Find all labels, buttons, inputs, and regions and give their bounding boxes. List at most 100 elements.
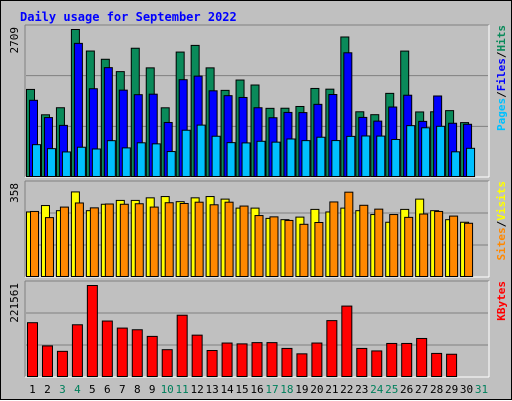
pages-bar xyxy=(181,129,191,177)
sites-bar xyxy=(284,219,294,277)
sites-bar xyxy=(44,217,54,278)
sites-bar xyxy=(389,214,399,278)
kbytes-bar xyxy=(191,334,203,377)
pages-bar xyxy=(301,140,311,177)
day-tick-label: 1 xyxy=(29,383,36,396)
kbytes-bar xyxy=(131,329,143,378)
kbytes-bar xyxy=(266,342,278,377)
pages-bar xyxy=(211,135,221,177)
sites-bar xyxy=(59,206,69,277)
day-tick-label: 24 xyxy=(370,383,384,396)
kbytes-bar xyxy=(161,349,173,378)
kbytes-bar xyxy=(146,335,158,378)
day-tick-label: 31 xyxy=(475,383,488,396)
sites-bar xyxy=(149,206,159,277)
sites-bar xyxy=(449,215,459,278)
panel-2-scale-label: 358 xyxy=(8,183,21,203)
sites-bar xyxy=(194,201,204,277)
kbytes-bar xyxy=(56,350,68,377)
kbytes-bar xyxy=(446,353,458,377)
pages-bar xyxy=(421,127,431,178)
legend-separator: / xyxy=(495,91,508,98)
kbytes-bar xyxy=(371,350,383,377)
kbytes-bar xyxy=(236,343,248,378)
pages-bar xyxy=(196,124,206,178)
day-tick-label: 14 xyxy=(220,383,234,396)
day-tick-label: 2 xyxy=(44,383,51,396)
kbytes-bar xyxy=(101,320,113,377)
sites-bar xyxy=(344,191,354,277)
day-tick-label: 17 xyxy=(265,383,278,396)
legend-hits: Hits xyxy=(495,25,508,52)
sites-bar xyxy=(464,222,474,277)
pages-bar xyxy=(391,138,401,177)
sites-bar xyxy=(134,203,144,277)
sites-bar xyxy=(374,208,384,277)
pages-bar xyxy=(256,140,266,178)
pages-bar xyxy=(151,143,161,177)
day-tick-label: 8 xyxy=(134,383,141,396)
day-tick-label: 20 xyxy=(310,383,323,396)
sites-bar xyxy=(239,205,249,277)
pages-bar xyxy=(376,135,386,177)
kbytes-bar xyxy=(341,305,353,378)
sites-bar xyxy=(209,204,219,277)
kbytes-bar xyxy=(71,324,83,377)
sites-bar xyxy=(269,216,279,278)
day-tick-label: 7 xyxy=(119,383,126,396)
kbytes-bar xyxy=(206,350,218,378)
sites-bar xyxy=(419,213,429,278)
pages-bar xyxy=(61,151,71,178)
pages-bar xyxy=(226,142,236,177)
legend-files: Files xyxy=(495,58,508,91)
pages-bar xyxy=(286,138,296,178)
sites-bar xyxy=(30,210,39,277)
pages-bar xyxy=(121,147,131,177)
legend-sites: Sites xyxy=(495,227,508,260)
day-tick-label: 5 xyxy=(89,383,96,396)
pages-bar xyxy=(241,142,251,177)
day-tick-label: 29 xyxy=(445,383,458,396)
day-tick-label: 10 xyxy=(161,383,174,396)
day-tick-label: 12 xyxy=(191,383,204,396)
day-tick-label: 27 xyxy=(415,383,428,396)
kbytes-bar xyxy=(326,320,338,377)
kbytes-bar xyxy=(221,342,233,378)
pages-bar xyxy=(136,142,146,177)
panel-1-scale-label: 2709 xyxy=(8,27,21,54)
legend-separator: / xyxy=(495,220,508,227)
sites-bar xyxy=(104,203,114,277)
pages-bar xyxy=(46,148,56,177)
pages-bar xyxy=(166,151,176,178)
panel-3-legend: KBytes xyxy=(495,281,508,321)
kbytes-bar xyxy=(176,314,188,377)
kbytes-bar xyxy=(27,322,38,377)
kbytes-bar xyxy=(386,342,398,377)
day-tick-label: 11 xyxy=(176,383,189,396)
kbytes-bar xyxy=(416,337,428,378)
pages-bar xyxy=(406,125,416,178)
legend-pages: Pages xyxy=(495,98,508,131)
sites-bar xyxy=(224,201,234,277)
kbytes-bar xyxy=(431,352,443,378)
kbytes-bar xyxy=(356,347,368,377)
sites-bar xyxy=(434,210,444,277)
sites-bar xyxy=(359,204,369,277)
sites-bar xyxy=(89,207,99,277)
pages-bar xyxy=(106,140,116,177)
legend-kbytes: KBytes xyxy=(495,281,508,321)
pages-bar xyxy=(346,135,356,177)
kbytes-bar xyxy=(311,342,323,378)
sites-bar xyxy=(314,222,324,277)
day-tick-label: 28 xyxy=(430,383,443,396)
day-tick-label: 3 xyxy=(59,383,66,396)
kbytes-bar xyxy=(86,285,98,377)
sites-bar xyxy=(404,216,414,277)
day-tick-label: 6 xyxy=(104,383,111,396)
day-tick-label: 4 xyxy=(74,383,81,396)
pages-bar xyxy=(436,125,446,178)
day-tick-label: 13 xyxy=(205,383,218,396)
kbytes-bar xyxy=(281,347,293,377)
day-tick-label: 26 xyxy=(400,383,413,396)
